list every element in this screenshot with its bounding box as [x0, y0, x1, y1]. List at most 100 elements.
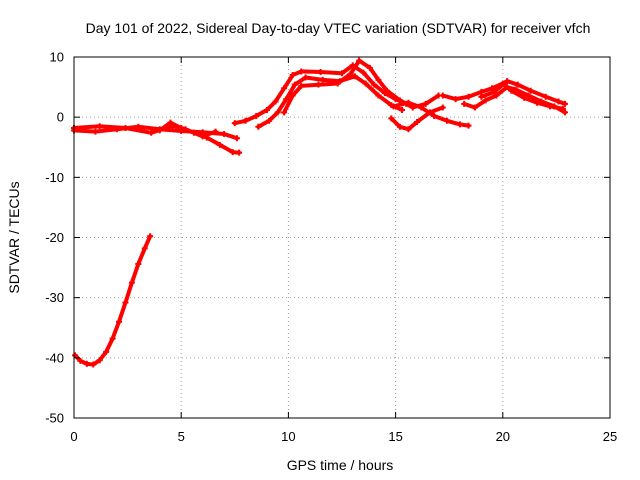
series-line-sat-arc-late-2 — [462, 85, 567, 115]
data-point — [315, 81, 322, 88]
data-point — [141, 245, 148, 252]
data-point — [319, 76, 326, 83]
data-point — [339, 70, 345, 77]
data-point — [317, 69, 324, 76]
data-point — [231, 120, 238, 127]
data-point — [96, 123, 103, 130]
x-tick-label: 15 — [388, 429, 402, 444]
data-point — [191, 129, 198, 136]
data-point — [298, 82, 305, 89]
data-point — [555, 98, 562, 105]
data-point — [83, 360, 90, 367]
data-point — [266, 117, 273, 124]
x-tick-label: 5 — [178, 429, 185, 444]
data-point — [471, 104, 478, 111]
data-point — [274, 109, 281, 116]
data-point — [103, 348, 110, 355]
data-point — [538, 98, 545, 105]
data-point — [90, 361, 97, 368]
data-point — [384, 87, 391, 94]
data-point — [122, 299, 129, 306]
data-point — [431, 112, 438, 119]
data-point — [360, 69, 367, 76]
data-point — [444, 117, 451, 124]
data-point — [135, 260, 142, 267]
chart-title: Day 101 of 2022, Sidereal Day-to-day VTE… — [86, 20, 591, 36]
data-point — [178, 124, 185, 131]
data-point — [514, 81, 521, 88]
series-line-sat-arc-mid-2 — [391, 100, 471, 128]
data-point — [96, 357, 103, 364]
data-point — [122, 124, 129, 131]
data-point — [281, 85, 288, 92]
data-point — [221, 131, 228, 138]
data-point — [561, 109, 568, 116]
data-point — [561, 100, 568, 107]
data-point — [167, 119, 174, 126]
data-point — [489, 85, 496, 92]
data-point — [156, 127, 163, 134]
data-point — [551, 103, 558, 110]
data-point — [302, 74, 309, 81]
data-point — [203, 134, 210, 141]
data-point — [418, 104, 425, 111]
data-series-group — [71, 57, 568, 368]
x-tick-label: 25 — [603, 429, 617, 444]
data-point — [504, 84, 511, 91]
data-point — [147, 233, 154, 240]
x-tick-label: 0 — [70, 429, 77, 444]
data-point — [216, 141, 223, 148]
data-point — [255, 123, 262, 130]
series-line-sat-arc-rise-1 — [232, 63, 409, 126]
data-point — [283, 96, 290, 103]
x-axis-label: GPS time / hours — [287, 457, 394, 473]
y-tick-label: 10 — [50, 50, 64, 65]
data-point — [362, 80, 369, 87]
data-point — [212, 128, 219, 135]
data-point — [272, 98, 279, 105]
data-point — [351, 73, 358, 80]
data-point — [233, 135, 240, 142]
data-point — [116, 318, 123, 325]
data-point — [452, 96, 459, 103]
data-point — [478, 93, 485, 100]
data-point — [482, 97, 489, 104]
data-point — [521, 94, 528, 101]
data-point — [371, 81, 378, 88]
data-point — [229, 149, 236, 156]
data-point — [263, 106, 270, 113]
x-tick-label: 20 — [496, 429, 510, 444]
data-point — [414, 118, 421, 125]
data-point — [289, 92, 296, 99]
data-point — [542, 93, 549, 100]
series-line-sat-arc-early — [73, 234, 153, 367]
y-tick-label: -40 — [45, 350, 64, 365]
data-point — [525, 92, 532, 99]
data-point — [491, 88, 498, 95]
data-point — [236, 149, 243, 156]
data-point — [396, 123, 403, 130]
data-point — [399, 106, 406, 113]
data-point — [461, 100, 468, 107]
data-point — [148, 129, 155, 136]
data-point — [405, 126, 412, 133]
data-point — [456, 121, 463, 128]
data-point — [504, 78, 511, 85]
data-point — [366, 64, 373, 71]
axes-group: 0 5 10 15 20 25 -50 -40 -30 -20 -10 0 10 — [45, 50, 617, 445]
data-point — [242, 117, 249, 124]
y-tick-label: -20 — [45, 230, 64, 245]
data-point — [291, 81, 298, 88]
data-point — [356, 57, 363, 64]
data-point — [298, 68, 305, 75]
data-point — [439, 92, 446, 99]
y-tick-label: 0 — [57, 110, 64, 125]
data-point — [375, 92, 382, 99]
data-point — [289, 72, 296, 79]
grid-lines — [74, 57, 610, 418]
y-tick-label: -10 — [45, 170, 64, 185]
data-point — [92, 128, 99, 135]
data-point — [334, 80, 341, 87]
x-tick-label: 10 — [281, 429, 295, 444]
